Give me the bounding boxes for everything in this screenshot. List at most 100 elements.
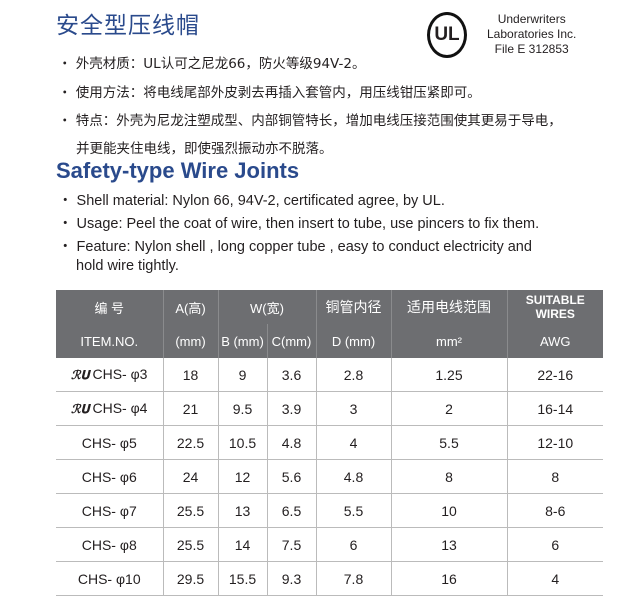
item-cell: CHS- φ8 [56, 527, 163, 562]
cell-text: 4 [349, 434, 358, 451]
value-cell: 6.5 [266, 493, 316, 528]
value-cell: 22-16 [506, 358, 603, 392]
cn-feature-line: ・ 特点：外壳为尼龙注塑成型、内部铜管特长，增加电线压接范围使其更易于导电， [58, 113, 562, 129]
cell-text: 13 [234, 502, 251, 519]
value-cell: 6 [315, 527, 391, 562]
cell-text: CHS- φ7 [81, 502, 137, 519]
cell-text: 16-14 [537, 400, 574, 417]
cell-text: 12 [234, 468, 251, 485]
value-cell: 7.8 [315, 561, 391, 596]
value-cell: 7.5 [266, 527, 316, 562]
value-cell: 25.5 [162, 527, 218, 562]
value-cell: 21 [162, 391, 218, 426]
header-w: W(宽) [217, 290, 316, 324]
value-cell: 13 [390, 527, 507, 562]
cell-text: CHS- φ5 [81, 434, 137, 451]
value-cell: 2.8 [315, 358, 391, 392]
ul-logo-text: UL [434, 24, 460, 45]
cell-text: 9.3 [281, 570, 302, 587]
value-cell: 3.9 [266, 391, 316, 426]
ul-line: Underwriters [497, 12, 566, 26]
cell-text: 2 [445, 400, 453, 417]
value-cell: 29.5 [162, 561, 218, 596]
header-d: 铜管内径 [315, 290, 391, 324]
ul-info: Underwriters Laboratories Inc. File E 31… [487, 12, 576, 57]
value-cell: 13 [217, 493, 267, 528]
cell-text: CHS- φ6 [81, 468, 137, 485]
en-material-line: ・ Shell material: Nylon 66, 94V-2, certi… [58, 193, 445, 209]
cn-material-line: ・ 外壳材质：UL认可之尼龙66，防火等级94V-2。 [58, 56, 366, 72]
value-cell: 1.25 [390, 358, 507, 392]
cell-text: CHS- φ3 [92, 366, 148, 382]
table-row: ℛ𝐔 CHS- φ4 21 9.5 3.9 3 2 16-14 [56, 391, 603, 426]
header-c: C(mm) [266, 324, 316, 358]
value-cell: 12 [217, 459, 267, 494]
cell-text: CHS- φ4 [92, 400, 148, 416]
cell-text: 4 [551, 570, 560, 587]
cell-text: 8 [551, 468, 560, 485]
en-feature-line-2: hold wire tightly. [76, 258, 179, 274]
value-cell: 14 [217, 527, 267, 562]
ul-file-number: File E 312853 [494, 42, 569, 56]
value-cell: 12-10 [506, 425, 603, 460]
value-cell: 2 [390, 391, 507, 426]
cell-text: 9.5 [232, 400, 253, 417]
cell-text: 6 [349, 536, 358, 553]
cell-text: 3 [349, 400, 358, 417]
english-title: Safety-type Wire Joints [56, 158, 300, 183]
value-cell: 15.5 [217, 561, 267, 596]
header-range: 适用电线范围 [390, 290, 507, 324]
table-row: CHS- φ10 29.5 15.5 9.3 7.8 16 4 [56, 561, 603, 596]
cell-text: 22.5 [176, 434, 205, 451]
cell-text: 24 [182, 468, 199, 485]
cell-text: 9 [238, 366, 247, 383]
value-cell: 8-6 [506, 493, 603, 528]
cell-text: 13 [441, 536, 457, 553]
cell-text: 22-16 [537, 366, 574, 383]
en-feature-line: ・ Feature: Nylon shell , long copper tub… [58, 239, 532, 255]
cell-text: CHS- φ10 [77, 570, 141, 587]
header-suitable: SUITABLE WIRES [506, 290, 603, 324]
cell-text: 25.5 [176, 536, 205, 553]
header-mm2: mm² [390, 324, 507, 358]
value-cell: 4.8 [266, 425, 316, 460]
cell-text: 5.5 [343, 502, 364, 519]
value-cell: 16-14 [506, 391, 603, 426]
cell-text: 12-10 [537, 434, 574, 451]
cell-text: 6 [551, 536, 560, 553]
value-cell: 8 [390, 459, 507, 494]
cell-text: 7.8 [343, 570, 364, 587]
cell-text: 3.9 [281, 400, 302, 417]
header-b: B (mm) [217, 324, 267, 358]
value-cell: 4 [315, 425, 391, 460]
header-a-unit: (mm) [162, 324, 218, 358]
table-row: CHS- φ6 24 12 5.6 4.8 8 8 [56, 459, 603, 494]
item-cell: CHS- φ6 [56, 459, 163, 494]
value-cell: 22.5 [162, 425, 218, 460]
cell-text: 8 [445, 468, 453, 485]
ul-recognized-icon: ℛ𝐔 [71, 402, 90, 416]
cell-text: 29.5 [176, 570, 205, 587]
value-cell: 3.6 [266, 358, 316, 392]
table-row: CHS- φ8 25.5 14 7.5 6 13 6 [56, 527, 603, 562]
cell-text: 4.8 [343, 468, 364, 485]
item-cell: CHS- φ7 [56, 493, 163, 528]
cell-text: 16 [441, 570, 457, 587]
chinese-title: 安全型压线帽 [56, 13, 200, 39]
ul-recognized-icon: ℛ𝐔 [71, 368, 90, 382]
cell-text: 5.6 [281, 468, 302, 485]
cn-usage-line: ・ 使用方法：将电线尾部外皮剥去再插入套管内，用压线钳压紧即可。 [58, 85, 481, 101]
item-cell: ℛ𝐔 CHS- φ4 [56, 391, 163, 426]
table-row: CHS- φ5 22.5 10.5 4.8 4 5.5 12-10 [56, 425, 603, 460]
item-cell: ℛ𝐔 CHS- φ3 [56, 358, 163, 392]
value-cell: 3 [315, 391, 391, 426]
header-row-1: 编 号 A(高) W(宽) 铜管内径 适用电线范围 SUITABLE WIRES [56, 290, 603, 324]
value-cell: 5.5 [390, 425, 507, 460]
value-cell: 6 [506, 527, 603, 562]
header-a: A(高) [162, 290, 218, 324]
value-cell: 24 [162, 459, 218, 494]
value-cell: 9.5 [217, 391, 267, 426]
value-cell: 10.5 [217, 425, 267, 460]
cell-text: 2.8 [343, 366, 364, 383]
ul-line: Laboratories Inc. [487, 27, 577, 41]
